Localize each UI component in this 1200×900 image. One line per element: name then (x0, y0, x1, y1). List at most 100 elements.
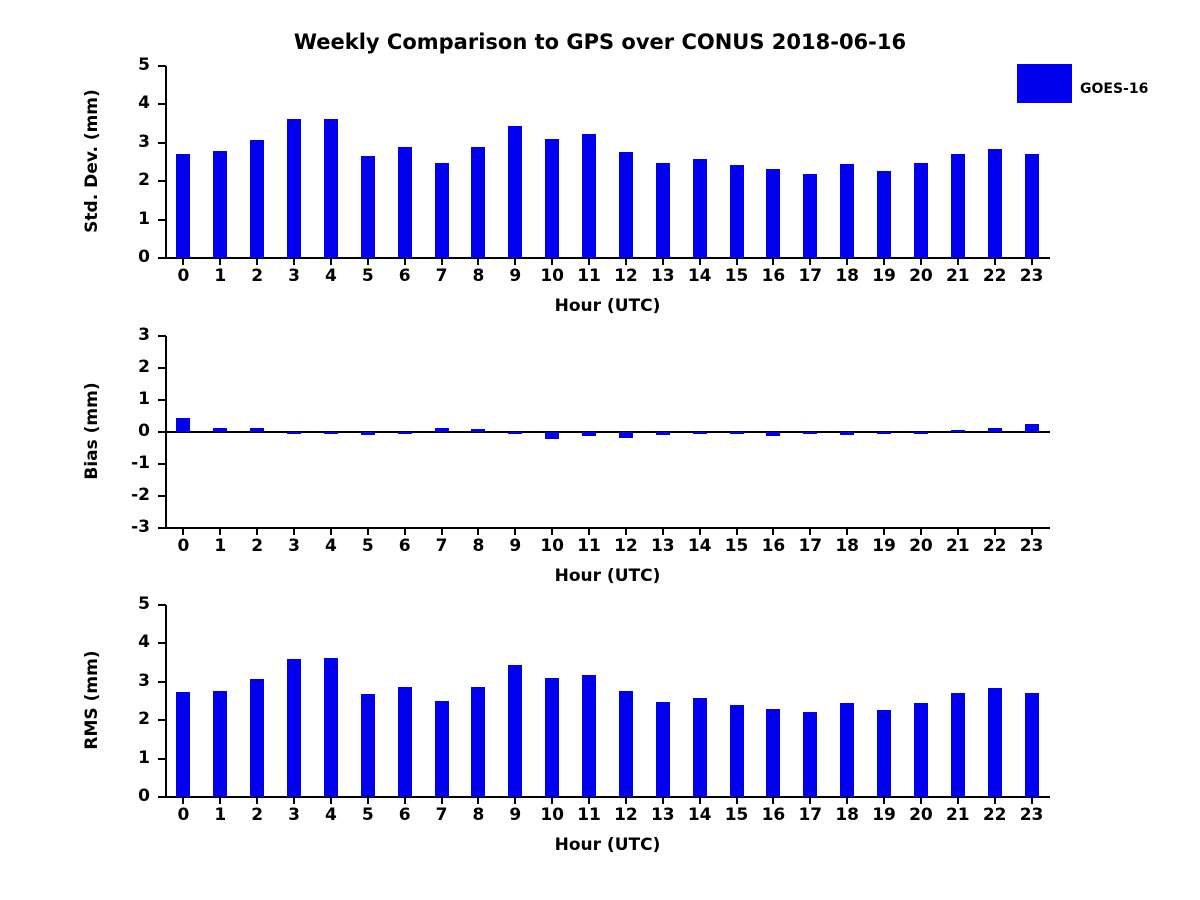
x-tick (403, 796, 406, 804)
x-tick-label: 13 (650, 266, 675, 286)
y-axis-line (165, 605, 167, 797)
x-tick-label: 1 (214, 536, 227, 556)
x-tick-label: 8 (472, 536, 485, 556)
x-tick-label: 12 (614, 266, 638, 286)
x-tick (477, 527, 480, 535)
y-tick (158, 367, 166, 369)
bar (766, 432, 781, 436)
y-tick-label: 4 (138, 93, 150, 114)
x-tick-label: 14 (687, 266, 712, 286)
y-axis-label: RMS (mm) (82, 650, 102, 750)
x-tick-label: 13 (650, 805, 675, 825)
bar (582, 674, 597, 797)
y-tick (158, 65, 166, 67)
bar (250, 427, 265, 432)
x-tick (219, 527, 222, 535)
x-tick-label: 3 (288, 266, 300, 286)
bar (618, 152, 633, 258)
x-tick-label: 10 (540, 536, 565, 556)
bar (803, 432, 818, 434)
x-tick (1030, 796, 1033, 804)
bar (213, 427, 228, 432)
x-axis-label: Hour (UTC) (554, 566, 661, 586)
x-tick-label: 4 (325, 266, 337, 286)
bar (323, 432, 338, 434)
x-tick (772, 527, 775, 535)
x-tick-label: 13 (650, 536, 675, 556)
x-tick-label: 23 (1019, 805, 1044, 825)
x-tick (735, 796, 738, 804)
y-tick-label: 5 (138, 55, 150, 75)
y-tick-label: 2 (138, 170, 150, 191)
bar (840, 163, 855, 258)
bar (729, 432, 744, 435)
figure-title: Weekly Comparison to GPS over CONUS 2018… (293, 30, 907, 54)
bar (692, 158, 707, 258)
bar (655, 162, 670, 258)
x-tick-label: 6 (398, 266, 411, 286)
x-tick (256, 796, 259, 804)
x-tick (219, 257, 222, 265)
x-tick (624, 796, 627, 804)
y-tick-label: 1 (138, 747, 150, 768)
x-tick-label: 20 (909, 536, 933, 556)
x-tick (440, 527, 443, 535)
x-tick (219, 796, 222, 804)
x-tick (883, 527, 886, 535)
y-tick-label: 0 (138, 247, 150, 267)
bar (471, 686, 486, 797)
bar (618, 432, 633, 439)
x-tick-label: 17 (798, 536, 823, 556)
bar (582, 432, 597, 436)
bar (877, 432, 892, 434)
x-tick (551, 257, 554, 265)
x-tick (514, 257, 517, 265)
x-tick (772, 257, 775, 265)
x-tick (698, 796, 701, 804)
bar (213, 151, 228, 258)
x-tick (293, 527, 296, 535)
x-tick (1030, 527, 1033, 535)
y-tick-label: -2 (131, 485, 150, 505)
x-tick (809, 257, 812, 265)
x-tick-label: 6 (398, 805, 411, 825)
y-axis-line (165, 66, 167, 258)
y-tick-label: 0 (138, 421, 150, 441)
x-tick (551, 796, 554, 804)
bar (508, 432, 523, 434)
x-tick (366, 527, 369, 535)
x-tick (956, 796, 959, 804)
bar (397, 147, 412, 258)
legend-swatch-goes16 (1017, 64, 1072, 103)
x-tick (883, 796, 886, 804)
bar (1024, 154, 1039, 258)
y-tick (158, 757, 166, 760)
x-tick-label: 17 (798, 805, 823, 825)
x-tick-label: 23 (1019, 536, 1044, 556)
x-tick (403, 527, 406, 535)
x-tick-label: 22 (982, 266, 1007, 286)
x-tick (588, 257, 591, 265)
y-tick-label: 3 (138, 325, 150, 345)
x-tick-label: 0 (177, 805, 190, 825)
plot-area-rms: 0 1 2 3 4 5 0 1 2 3 4 5 6 7 8 9 10 11 12 13 14 15 16 17 18 19 20 21… (82, 596, 1050, 855)
x-tick (661, 257, 664, 265)
bar (877, 709, 892, 797)
x-tick (846, 796, 849, 804)
bar (1024, 693, 1039, 797)
x-tick-label: 7 (435, 536, 448, 556)
x-tick (919, 796, 922, 804)
x-tick-label: 16 (761, 805, 786, 825)
x-tick (182, 527, 185, 535)
x-axis-baseline (165, 431, 1050, 433)
x-tick-label: 16 (761, 536, 786, 556)
y-tick (158, 604, 166, 606)
x-tick-label: 22 (982, 805, 1007, 825)
x-tick (698, 257, 701, 265)
x-tick-label: 2 (251, 266, 264, 286)
x-tick-label: 14 (687, 805, 712, 825)
chart-panel-rms: 0 1 2 3 4 5 0 1 2 3 4 5 6 7 8 9 10 11 12 13 14 15 16 17 18 19 20 21… (82, 596, 1050, 855)
x-tick-label: 21 (945, 536, 970, 556)
x-tick-label: 7 (435, 805, 448, 825)
